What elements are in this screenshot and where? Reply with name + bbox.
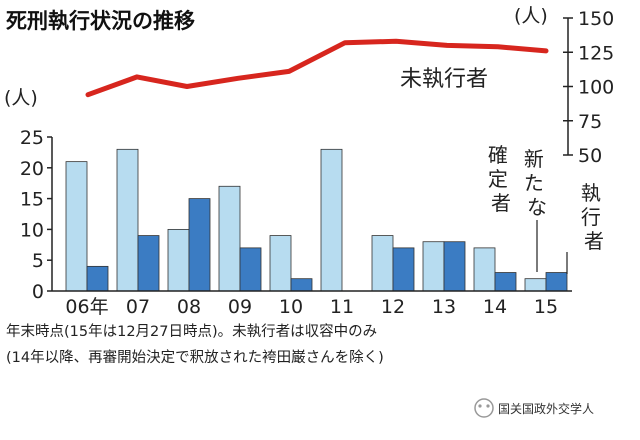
- bar-tick-label: 25: [20, 127, 44, 149]
- category-label: 14: [483, 296, 507, 318]
- bar-executed: [239, 247, 262, 292]
- bar-new-confirmed: [422, 241, 445, 292]
- chat-icon-dot: [478, 404, 482, 408]
- category-label: 11: [330, 296, 354, 318]
- bar-new-confirmed: [320, 148, 343, 292]
- bar-tick-label: 0: [32, 281, 44, 303]
- bar-new-confirmed: [116, 148, 139, 292]
- category-label: 07: [126, 296, 150, 318]
- bar-new-confirmed: [371, 235, 394, 292]
- line-tick-label: 50: [578, 145, 602, 167]
- category-label: 10: [279, 296, 303, 318]
- note-line-1: 年末時点(15年は12月27日時点)。未執行者は収容中のみ: [6, 323, 377, 340]
- category-label: 15: [534, 296, 558, 318]
- bar-new-confirmed: [473, 247, 496, 292]
- bar-tick-label: 10: [20, 219, 44, 241]
- bar-new-confirmed: [65, 161, 88, 292]
- line-tick-label: 75: [578, 111, 602, 133]
- bar-executed: [545, 272, 568, 292]
- bar-executed: [443, 241, 466, 292]
- bar-new-confirmed: [167, 228, 190, 292]
- chart-title: 死刑執行状況の推移: [6, 9, 195, 33]
- bar-executed: [392, 247, 415, 292]
- bar-tick-label: 20: [20, 158, 44, 180]
- chat-icon-dot: [486, 404, 490, 408]
- note-line-2: (14年以降、再審開始決定で釈放された袴田巌さんを除く): [6, 349, 384, 366]
- unexecuted-line: [85, 38, 549, 98]
- line-tick-label: 125: [578, 42, 614, 64]
- chat-icon: [474, 398, 494, 418]
- bar-axis-unit: (人): [4, 87, 38, 109]
- bar-executed: [188, 198, 211, 292]
- bar-new-confirmed: [524, 278, 547, 292]
- bar-executed: [290, 278, 313, 292]
- category-label: 09: [228, 296, 252, 318]
- bar-new-confirmed: [269, 235, 292, 292]
- category-label: 12: [381, 296, 405, 318]
- category-label: 06年: [65, 296, 108, 318]
- new-label: 新 た な: [524, 147, 550, 219]
- line-axis-ticks: 50 75 100 125 150: [563, 8, 614, 167]
- unexecuted-series-label: 未執行者: [400, 67, 488, 92]
- executed-label: 執 行 者: [581, 181, 607, 253]
- bar-new-confirmed: [218, 185, 241, 292]
- bar-executed: [86, 265, 109, 292]
- category-label: 13: [432, 296, 456, 318]
- category-labels: 06年 07 08 09 10 11 12 13 14 15: [65, 296, 558, 318]
- line-tick-label: 100: [578, 77, 614, 99]
- bar-executed: [137, 235, 160, 292]
- confirmed-label: 確 定 者: [488, 143, 514, 215]
- bar-tick-label: 15: [20, 189, 44, 211]
- category-label: 08: [177, 296, 201, 318]
- bar-tick-label: 5: [32, 250, 44, 272]
- bar-axis-ticks: 0 5 10 15 20 25: [20, 127, 52, 303]
- line-tick-label: 150: [578, 8, 614, 30]
- line-axis-unit: (人): [514, 5, 548, 27]
- watermark-text: 国关国政外交学人: [498, 401, 594, 416]
- bar-series: [65, 148, 568, 292]
- watermark: 国关国政外交学人: [474, 398, 594, 418]
- bar-executed: [494, 272, 517, 292]
